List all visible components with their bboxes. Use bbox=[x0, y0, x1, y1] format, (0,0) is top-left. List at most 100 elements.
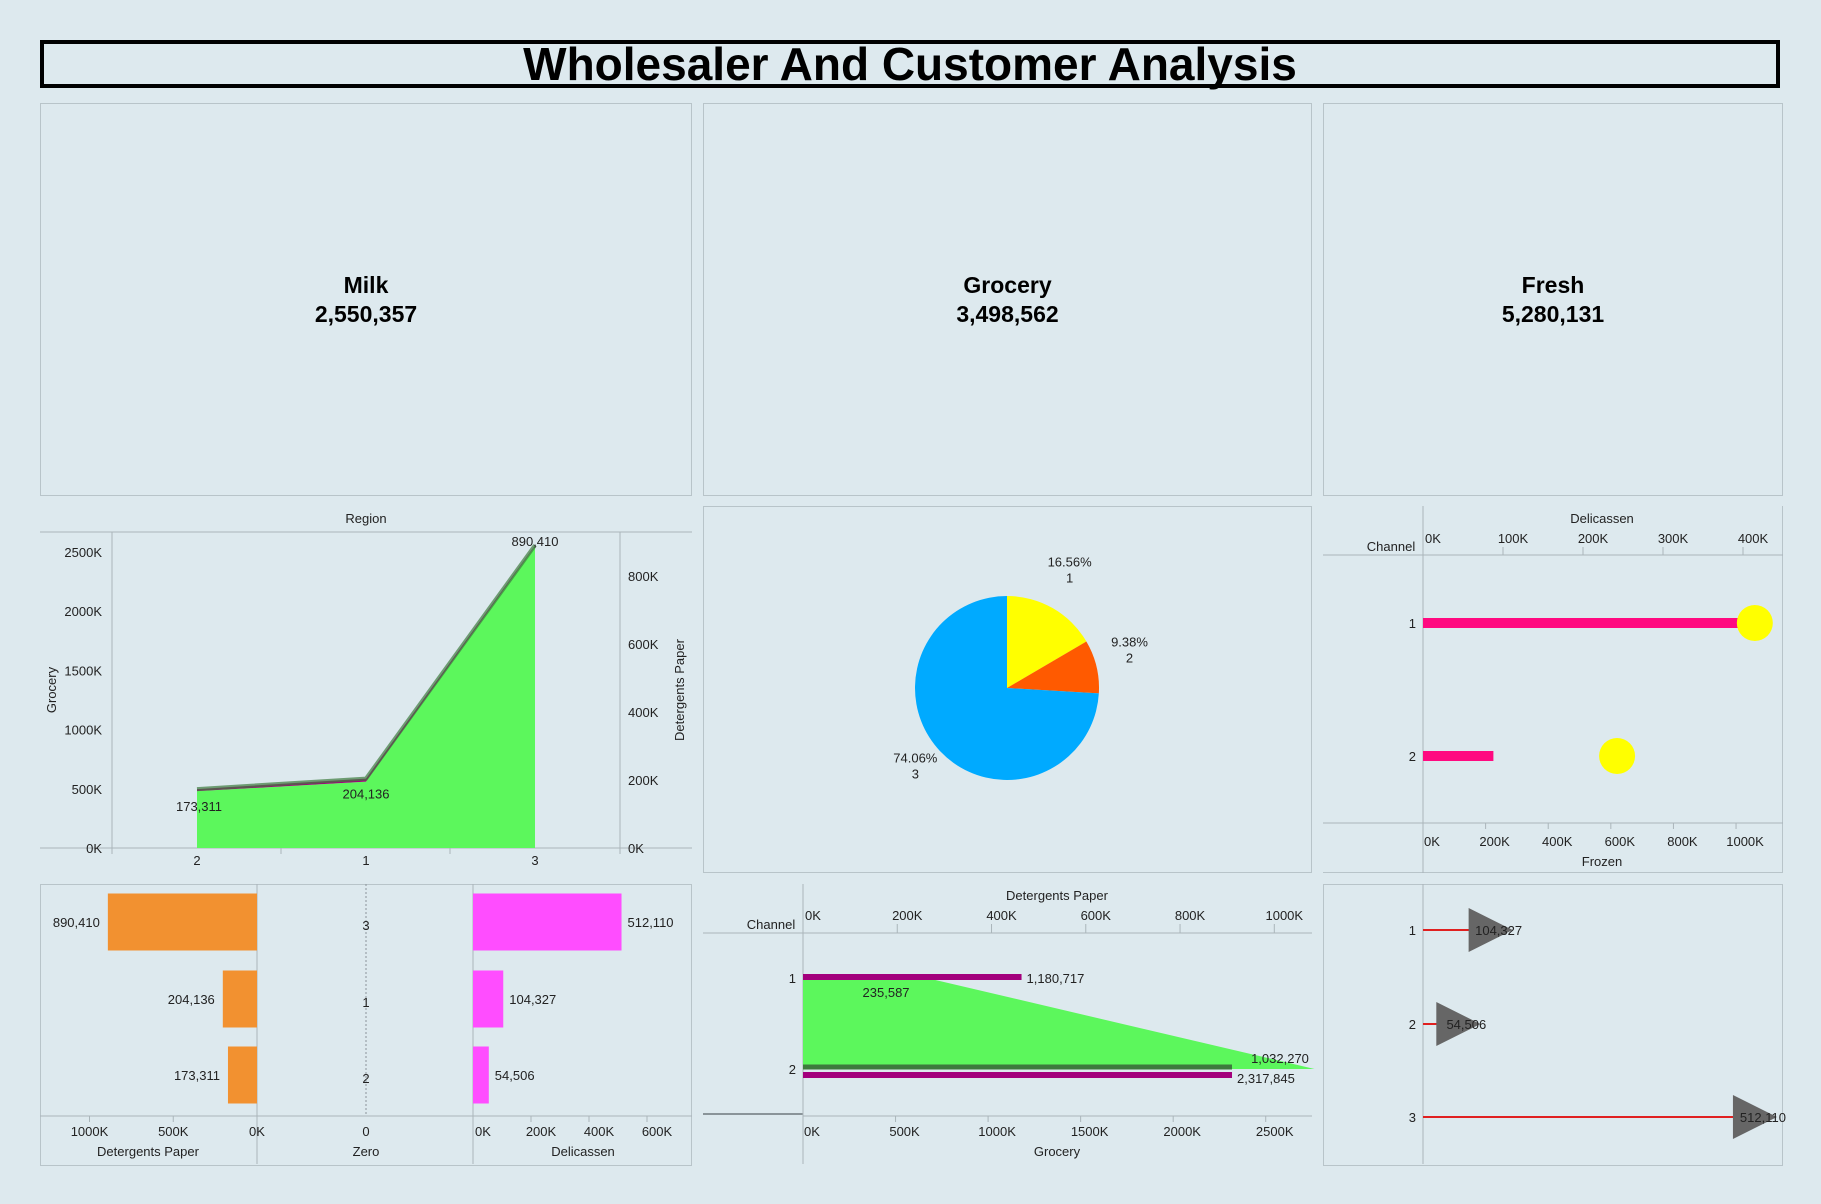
x-top-tick-label: 1000K bbox=[1265, 908, 1303, 923]
x-right-tick-label: 0K bbox=[475, 1124, 491, 1139]
x-tick-label: 2 bbox=[193, 853, 200, 868]
x-tick-label: 3 bbox=[531, 853, 538, 868]
marker-panel bbox=[1323, 884, 1783, 1166]
delicassen-bar bbox=[473, 893, 622, 951]
y-tick-label: 2500K bbox=[64, 545, 102, 560]
pie-label-percent: 16.56% bbox=[1048, 555, 1093, 570]
data-label: 173,311 bbox=[176, 799, 222, 814]
detergents-bar bbox=[107, 893, 257, 951]
x-top-title: Delicassen bbox=[1570, 511, 1634, 526]
x-tick-label: 1000K bbox=[978, 1124, 1016, 1139]
y-tick-label: 2 bbox=[789, 1062, 796, 1077]
pie-slice bbox=[1007, 596, 1087, 688]
detergents-line bbox=[196, 544, 537, 792]
x-axis-title: Grocery bbox=[1034, 1144, 1081, 1159]
delicassen-bar bbox=[1423, 751, 1494, 761]
data-label: 2,317,845 bbox=[1237, 1071, 1295, 1086]
pie-slice bbox=[1007, 641, 1099, 694]
grocery-bar bbox=[803, 974, 1022, 980]
delicassen-bar bbox=[473, 970, 504, 1028]
data-label: 54,506 bbox=[495, 1068, 535, 1083]
y-tick-label: 2000K bbox=[64, 604, 102, 619]
triangle-marker bbox=[1468, 908, 1513, 952]
pie-slice bbox=[915, 596, 1099, 780]
x-right-tick-label: 600K bbox=[642, 1124, 673, 1139]
delicassen-bar bbox=[473, 1046, 489, 1104]
x-tick-label: 0K bbox=[804, 1124, 820, 1139]
data-label: 173,311 bbox=[174, 1068, 220, 1083]
data-label: 54,506 bbox=[1446, 1017, 1486, 1032]
kpi-value: 2,550,357 bbox=[314, 300, 418, 327]
triangle-marker bbox=[1732, 1095, 1777, 1139]
kpi-value: 5,280,131 bbox=[1501, 300, 1605, 327]
data-label: 104,327 bbox=[509, 992, 556, 1007]
data-label: 1,032,270 bbox=[1251, 1051, 1309, 1066]
detergents-area bbox=[803, 975, 1315, 1069]
y-tick-label: 500K bbox=[72, 782, 103, 797]
grocery-bar bbox=[803, 1072, 1233, 1078]
frozen-dot bbox=[1599, 738, 1636, 774]
pie-label-percent: 9.38% bbox=[1111, 635, 1148, 650]
triangle-marker bbox=[1436, 1002, 1481, 1046]
y2-tick-label: 600K bbox=[628, 637, 659, 652]
dashboard-title: Wholesaler And Customer Analysis bbox=[523, 38, 1297, 90]
kpi-value: 3,498,562 bbox=[956, 300, 1059, 327]
pie-label-category: 1 bbox=[1066, 571, 1073, 586]
x-top-tick-label: 200K bbox=[1578, 531, 1609, 546]
delicassen-bar bbox=[1423, 618, 1761, 628]
frozen-dot bbox=[1736, 605, 1773, 641]
y-tick-label: 2 bbox=[1409, 749, 1416, 764]
data-label: 204,136 bbox=[168, 992, 215, 1007]
data-label: 204,136 bbox=[343, 787, 390, 802]
x-left-title: Detergents Paper bbox=[97, 1144, 200, 1159]
dashboard-title-box: Wholesaler And Customer Analysis bbox=[40, 38, 1780, 90]
y-tick-label: 1 bbox=[789, 971, 796, 986]
x-tick-label: 1 bbox=[362, 853, 369, 868]
y2-axis-title: Detergents Paper bbox=[672, 638, 687, 741]
category-label: 2 bbox=[362, 1071, 369, 1086]
pie-label-category: 3 bbox=[912, 766, 919, 781]
x-top-tick-label: 300K bbox=[1658, 531, 1689, 546]
x-mid-tick-label: 0 bbox=[362, 1124, 369, 1139]
y-tick-label: 1000K bbox=[64, 723, 102, 738]
x-top-tick-label: 0K bbox=[805, 908, 821, 923]
kpi-label: Fresh bbox=[1521, 271, 1585, 298]
x-tick-label: 2500K bbox=[1256, 1124, 1294, 1139]
x-tick-label: 0K bbox=[1424, 834, 1440, 849]
kpi-card-fresh: Fresh 5,280,131 bbox=[1323, 103, 1783, 496]
y2-tick-label: 200K bbox=[628, 773, 659, 788]
x-tick-label: 400K bbox=[1542, 834, 1573, 849]
x-right-tick-label: 200K bbox=[526, 1124, 557, 1139]
x-left-tick-label: 1000K bbox=[71, 1124, 109, 1139]
frozen-panel bbox=[1323, 506, 1783, 873]
y-tick-label: 1 bbox=[1409, 923, 1416, 938]
x-top-tick-label: 100K bbox=[1498, 531, 1529, 546]
x-tick-label: 200K bbox=[1479, 834, 1510, 849]
x-left-tick-label: 0K bbox=[249, 1124, 265, 1139]
x-left-tick-label: 500K bbox=[158, 1124, 189, 1139]
detergents-bar bbox=[222, 970, 257, 1028]
x-tick-label: 1000K bbox=[1726, 834, 1764, 849]
x-tick-label: 800K bbox=[1667, 834, 1698, 849]
x-right-tick-label: 400K bbox=[584, 1124, 615, 1139]
category-label: 3 bbox=[362, 918, 369, 933]
data-label: 890,410 bbox=[512, 534, 559, 549]
x-tick-label: 500K bbox=[889, 1124, 920, 1139]
x-top-tick-label: 200K bbox=[892, 908, 923, 923]
y-tick-label: 1500K bbox=[64, 663, 102, 678]
y-axis-title: Channel bbox=[1367, 539, 1416, 554]
x-tick-label: 600K bbox=[1605, 834, 1636, 849]
data-label: 235,587 bbox=[863, 985, 910, 1000]
pie-panel bbox=[703, 506, 1312, 873]
data-label: 890,410 bbox=[53, 915, 100, 930]
y2-tick-label: 800K bbox=[628, 569, 659, 584]
data-label: 104,327 bbox=[1475, 923, 1522, 938]
category-label: 1 bbox=[362, 995, 369, 1010]
y-axis-title: Channel bbox=[747, 917, 796, 932]
x-top-tick-label: 800K bbox=[1175, 908, 1206, 923]
pie-label-category: 2 bbox=[1126, 651, 1133, 666]
x-axis-title: Frozen bbox=[1582, 854, 1622, 869]
y-tick-label: 1 bbox=[1409, 616, 1416, 631]
y-tick-label: 0K bbox=[86, 841, 102, 856]
